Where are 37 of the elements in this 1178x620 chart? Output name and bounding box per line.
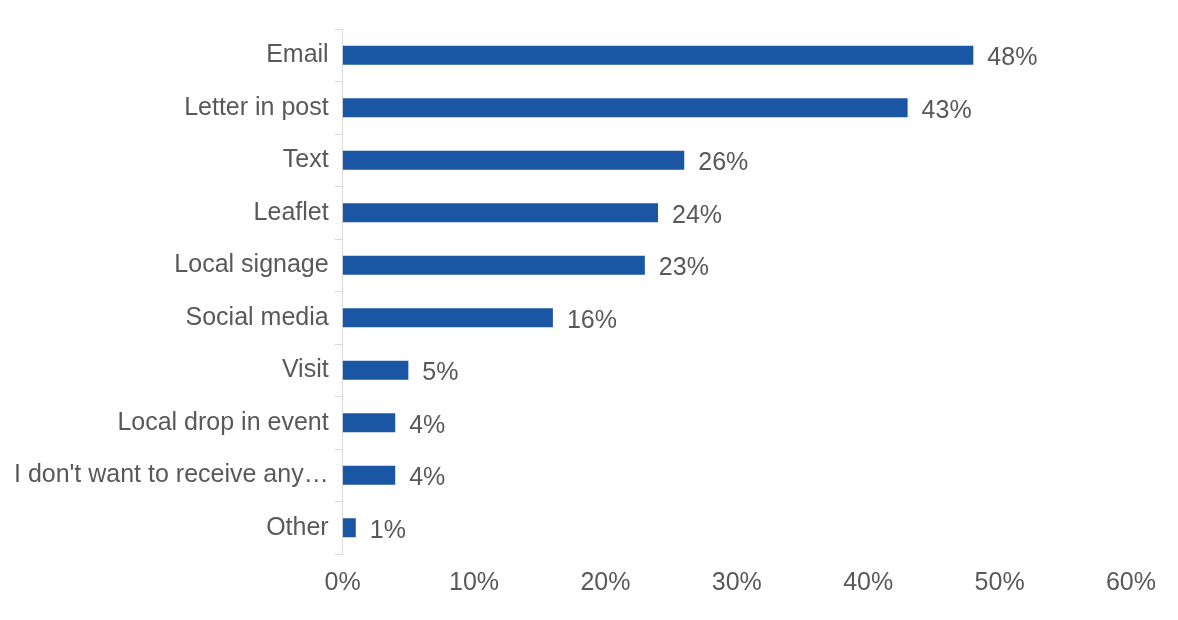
y-tick-label: Other	[266, 511, 329, 540]
x-tick-label: 0%	[324, 566, 361, 595]
x-tick-label: 40%	[843, 566, 894, 595]
bar	[342, 150, 685, 170]
x-tick-label: 10%	[449, 566, 500, 595]
x-tick-label: 20%	[580, 566, 631, 595]
y-tick-label: I don't want to receive any…	[13, 459, 329, 488]
data-label: 1%	[369, 514, 406, 543]
x-tick-label: 60%	[1105, 566, 1157, 595]
data-label: 43%	[921, 94, 972, 123]
data-label: 16%	[566, 304, 617, 333]
bar	[342, 413, 396, 433]
data-label: 23%	[658, 252, 709, 281]
bar	[342, 518, 356, 538]
x-tick-label: 50%	[974, 566, 1025, 595]
bar	[342, 255, 645, 275]
data-label: 24%	[671, 199, 723, 228]
y-tick-label: Local signage	[174, 249, 329, 278]
bar	[342, 465, 396, 485]
x-tick-label: 30%	[711, 566, 762, 595]
bar	[342, 45, 974, 65]
y-tick-label: Letter in post	[184, 91, 329, 120]
y-tick-label: Social media	[185, 301, 329, 330]
data-label: 5%	[422, 357, 459, 386]
y-tick-label: Leaflet	[253, 196, 329, 225]
data-label: 48%	[987, 42, 1038, 71]
y-tick-label: Email	[266, 39, 329, 68]
data-label: 4%	[409, 462, 446, 491]
y-tick-label: Visit	[281, 354, 329, 383]
bar	[342, 203, 658, 223]
y-tick-label: Local drop in event	[117, 406, 329, 435]
data-label: 26%	[698, 147, 749, 176]
bar	[342, 308, 553, 328]
y-tick-label: Text	[282, 144, 329, 173]
bar	[342, 98, 908, 118]
data-label: 4%	[409, 409, 446, 438]
bar	[342, 360, 409, 380]
